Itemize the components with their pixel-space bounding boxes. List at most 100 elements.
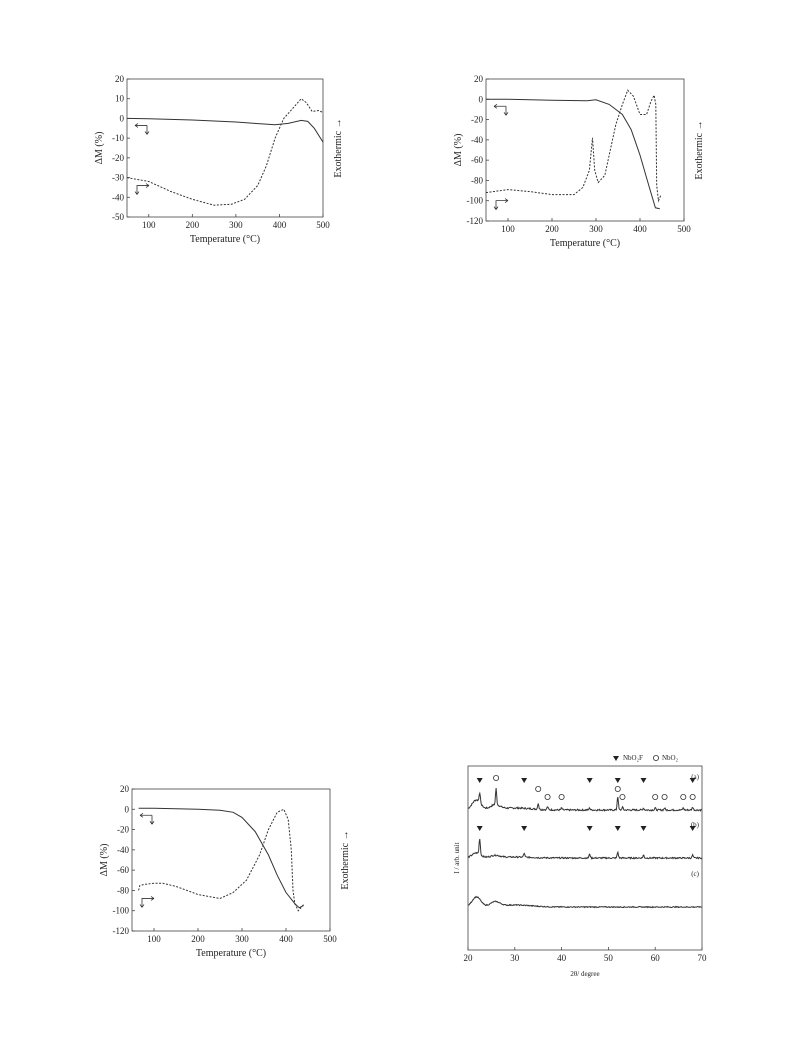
xrd-trace-a xyxy=(467,788,702,812)
x-tick-label: 30 xyxy=(510,953,520,963)
x-tick-label: 200 xyxy=(191,934,205,944)
trace-label-c: (c) xyxy=(691,870,699,878)
nbo2f-peak-marker xyxy=(614,826,621,831)
plot-frame xyxy=(485,78,685,222)
x-tick-label: 20 xyxy=(464,953,474,963)
x-tick-label: 70 xyxy=(698,953,708,963)
nbo2f-peak-marker xyxy=(476,826,483,831)
y-axis-title: ΔM (%) xyxy=(94,132,105,165)
x-tick-label: 400 xyxy=(279,934,293,944)
dta-axis-arrow xyxy=(139,896,155,908)
nbo2f-peak-marker xyxy=(614,778,621,783)
nbo2-peak-marker xyxy=(661,794,668,801)
nbo2-peak-marker xyxy=(652,794,659,801)
exothermic-axis-title: Exothermic → xyxy=(694,120,705,179)
x-tick-label: 100 xyxy=(142,220,156,230)
x-tick-label: 60 xyxy=(651,953,661,963)
tg-dta-chart-2: 100 200 300 400 500200-20-40-60-80-100-120Te… xyxy=(453,74,705,249)
y-tick-label: 20 xyxy=(115,74,125,84)
legend-circle-marker xyxy=(652,755,659,761)
x-tick-label: 100 xyxy=(147,934,161,944)
y-tick-label: 0 xyxy=(479,94,484,104)
tg-curve xyxy=(138,807,304,909)
y-tick-label: -60 xyxy=(471,155,483,165)
y-tick-label: -30 xyxy=(112,173,124,183)
nbo2f-peak-marker xyxy=(640,778,647,783)
y-tick-label: -20 xyxy=(117,825,129,835)
nbo2-peak-marker xyxy=(619,794,626,801)
y-tick-label: -40 xyxy=(112,192,124,202)
y-tick-label: 20 xyxy=(120,784,130,794)
dta-curve xyxy=(126,98,324,206)
dta-curve xyxy=(485,89,662,203)
nbo2f-peak-marker xyxy=(640,826,647,831)
y-tick-label: -10 xyxy=(112,133,124,143)
x-tick-label: 400 xyxy=(273,220,287,230)
plot-frame xyxy=(126,78,324,218)
exothermic-axis-title: Exothermic → xyxy=(340,830,351,889)
tg-axis-arrow xyxy=(134,123,150,135)
y-tick-label: -20 xyxy=(112,153,124,163)
nbo2-peak-marker xyxy=(614,786,621,793)
nbo2f-peak-marker xyxy=(521,826,528,831)
y-tick-label: -40 xyxy=(471,135,483,145)
x-tick-label: 500 xyxy=(323,934,337,944)
legend-triangle-marker xyxy=(613,756,619,761)
nbo2f-peak-marker xyxy=(689,826,696,831)
y-tick-label: 20 xyxy=(474,74,484,84)
nbo2-peak-marker xyxy=(544,794,551,801)
nbo2-peak-marker xyxy=(558,794,565,801)
y-tick-label: -80 xyxy=(471,175,483,185)
x-tick-label: 100 xyxy=(501,224,515,234)
y-axis-title: ΔM (%) xyxy=(99,844,110,877)
y-tick-label: -120 xyxy=(467,216,484,226)
y-tick-label: -40 xyxy=(117,845,129,855)
y-tick-label: -50 xyxy=(112,212,124,222)
dta-curve xyxy=(138,808,304,912)
x-axis-title: 2θ/ degree xyxy=(570,970,599,978)
nbo2-peak-marker xyxy=(535,786,542,793)
x-tick-label: 300 xyxy=(229,220,243,230)
trace-label-b: (b) xyxy=(691,821,700,829)
nbo2-peak-marker xyxy=(680,794,687,801)
plot-frame xyxy=(131,788,331,932)
y-tick-label: -100 xyxy=(467,196,484,206)
nbo2f-peak-marker xyxy=(521,778,528,783)
x-tick-label: 50 xyxy=(604,953,614,963)
legend-nbo2f-label: NbO₂F xyxy=(623,754,643,762)
xrd-chart: 20 30 40 50 60 70 2θ/ degree I / arb. unit NbO₂F… xyxy=(453,754,708,978)
nbo2-peak-marker xyxy=(493,774,500,781)
xrd-trace-c xyxy=(467,895,702,909)
x-tick-label: 200 xyxy=(545,224,559,234)
x-axis-title: Temperature (°C) xyxy=(550,238,620,249)
y-axis-title: ΔM (%) xyxy=(453,134,464,167)
tg-dta-chart-3: 100 200 300 400 500200-20-40-60-80-100-120Te… xyxy=(99,784,351,959)
legend-nbo2-label: NbO₂ xyxy=(662,754,679,762)
x-tick-label: 500 xyxy=(677,224,691,234)
plot-frame xyxy=(467,765,703,951)
trace-label-a: (a) xyxy=(691,773,699,781)
x-tick-label: 300 xyxy=(589,224,603,234)
tg-axis-arrow xyxy=(493,103,509,116)
y-tick-label: 10 xyxy=(115,94,125,104)
y-tick-label: 0 xyxy=(125,804,130,814)
dta-axis-arrow xyxy=(134,183,150,195)
nbo2-peak-marker xyxy=(689,794,696,801)
y-tick-label: -60 xyxy=(117,865,129,875)
x-axis-title: Temperature (°C) xyxy=(196,948,266,959)
y-tick-label: 0 xyxy=(120,113,125,123)
nbo2f-peak-marker xyxy=(689,778,696,783)
y-tick-label: -100 xyxy=(113,906,130,916)
nbo2f-peak-marker xyxy=(476,778,483,783)
dta-axis-arrow xyxy=(493,198,509,210)
xrd-trace-b xyxy=(467,838,703,860)
y-tick-label: -80 xyxy=(117,885,129,895)
tg-curve xyxy=(486,98,660,210)
x-tick-label: 400 xyxy=(633,224,647,234)
y-tick-label: -120 xyxy=(113,926,130,936)
x-tick-label: 200 xyxy=(186,220,200,230)
tg-curve xyxy=(126,117,324,143)
x-tick-label: 40 xyxy=(557,953,567,963)
x-tick-label: 300 xyxy=(235,934,249,944)
exothermic-axis-title: Exothermic → xyxy=(333,118,344,177)
